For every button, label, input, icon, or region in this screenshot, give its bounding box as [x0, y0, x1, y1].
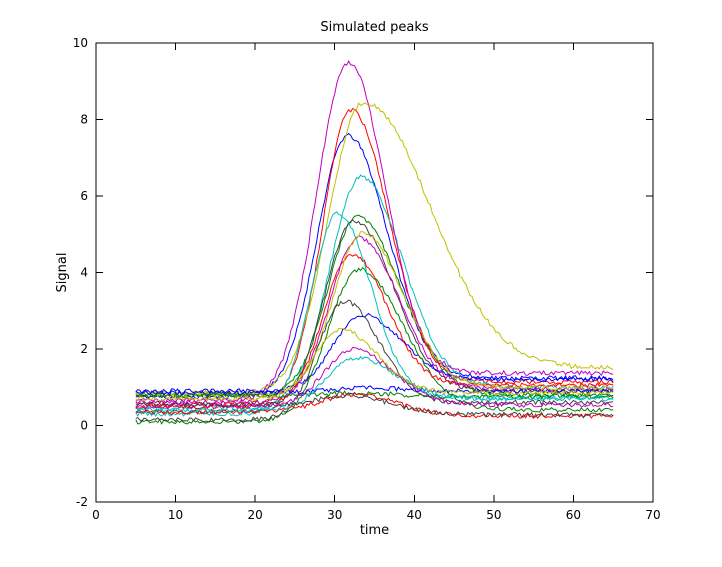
- series-line-peak-14: [135, 299, 614, 423]
- series-line-peak-18: [135, 355, 614, 413]
- y-axis-label: Signal: [55, 253, 70, 293]
- series-line-peak-20: [135, 327, 614, 402]
- x-tick-label: 70: [645, 508, 660, 522]
- y-tick-label: 6: [80, 189, 88, 203]
- x-tick-label: 60: [566, 508, 581, 522]
- plot-area: [95, 42, 654, 503]
- chart-title: Simulated peaks: [320, 20, 429, 35]
- y-tick-label: 8: [80, 113, 88, 127]
- x-tick-label: 30: [327, 508, 342, 522]
- series-line-peak-04: [135, 174, 614, 412]
- x-tick-label: 40: [407, 508, 422, 522]
- series-line-peak-03: [135, 107, 614, 408]
- series-line-peak-13: [135, 230, 614, 398]
- y-tick-label: 2: [80, 342, 88, 356]
- x-axis-label: time: [360, 523, 389, 538]
- x-tick-label: 50: [486, 508, 501, 522]
- series-line-peak-05: [135, 59, 614, 404]
- axis-ticks: 0 10 20 30 40 50 60 70 -2 0 2 4 6 8 10: [73, 36, 661, 522]
- x-tick-label: 10: [168, 508, 183, 522]
- series-lines: [135, 59, 614, 425]
- series-line-peak-10: [135, 254, 614, 410]
- series-line-peak-09: [135, 266, 614, 425]
- x-tick-label: 20: [248, 508, 263, 522]
- y-tick-label: 10: [73, 36, 88, 50]
- series-line-peak-17: [135, 392, 614, 420]
- series-line-peak-19: [135, 346, 614, 410]
- y-tick-label: 0: [80, 419, 88, 433]
- y-tick-label: 4: [80, 266, 88, 280]
- x-tick-label: 0: [92, 508, 100, 522]
- y-tick-label: -2: [76, 495, 88, 509]
- series-line-peak-12: [135, 235, 614, 405]
- series-line-peak-21: [135, 392, 614, 419]
- series-line-peak-15: [135, 385, 614, 396]
